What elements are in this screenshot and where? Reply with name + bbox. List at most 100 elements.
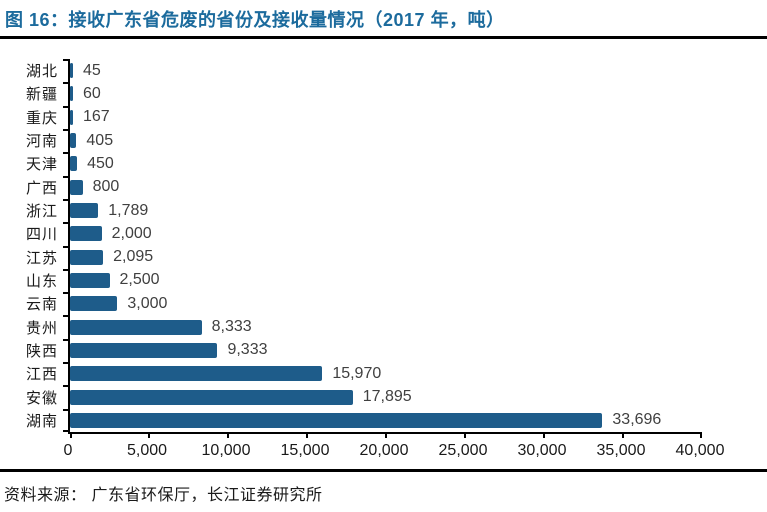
y-axis-tick xyxy=(63,362,68,364)
bar-云南 xyxy=(70,296,118,312)
bar-湖北 xyxy=(70,63,73,79)
bar-value-label: 15,970 xyxy=(332,364,382,382)
y-axis-tick xyxy=(63,339,68,341)
bar-广西 xyxy=(70,179,83,195)
x-axis-tick-label: 5,000 xyxy=(126,442,168,459)
bar-value-label: 9,333 xyxy=(227,341,268,359)
category-label-江苏: 江苏 xyxy=(25,249,58,267)
y-axis-tick xyxy=(63,315,68,317)
bar-row: 167 xyxy=(70,106,110,129)
x-axis-tick-label: 25,000 xyxy=(438,442,488,459)
bar-value-label: 405 xyxy=(86,131,114,149)
bar-四川 xyxy=(70,226,102,242)
y-axis-tick xyxy=(63,292,68,294)
category-label-安徽: 安徽 xyxy=(25,389,58,407)
bar-重庆 xyxy=(70,109,73,125)
y-axis-tick xyxy=(63,385,68,387)
bar-value-label: 60 xyxy=(83,84,101,102)
bar-浙江 xyxy=(70,203,99,219)
figure-title: 图 16：接收广东省危废的省份及接收量情况（2017 年，吨） xyxy=(5,10,505,30)
bar-value-label: 45 xyxy=(83,61,101,79)
bar-陕西 xyxy=(70,342,218,358)
figure-bottom-line xyxy=(0,469,767,472)
x-axis-tick-label: 30,000 xyxy=(517,442,567,459)
x-axis-tick xyxy=(148,432,150,438)
category-label-云南: 云南 xyxy=(25,296,58,314)
title-divider-line xyxy=(0,36,767,39)
bar-河南 xyxy=(70,133,77,149)
y-axis-tick xyxy=(63,59,68,61)
x-axis-tick-label: 0 xyxy=(63,442,73,459)
y-axis-tick xyxy=(63,199,68,201)
y-axis-category-labels: 湖北 新疆 重庆 河南 天津 广西 浙江 四川 江苏 山东 云南 贵州 陕西 江西 安徽 湖南 xyxy=(0,59,62,432)
bar-山东 xyxy=(70,272,110,288)
category-label-重庆: 重庆 xyxy=(25,109,58,127)
bar-row: 450 xyxy=(70,152,114,175)
y-axis-tick xyxy=(63,222,68,224)
bar-安徽 xyxy=(70,389,353,405)
y-axis-tick xyxy=(63,106,68,108)
bar-value-label: 450 xyxy=(87,154,114,172)
y-axis-tick xyxy=(63,152,68,154)
bar-row: 3,000 xyxy=(70,292,167,315)
bar-row: 8,333 xyxy=(70,315,252,338)
category-label-陕西: 陕西 xyxy=(25,342,58,360)
bar-row: 1,789 xyxy=(70,199,148,222)
x-axis-tick-labels: 0 5,000 10,000 15,000 20,000 25,000 30,000 35,0… xyxy=(0,442,767,462)
bar-value-label: 2,095 xyxy=(113,248,154,266)
bar-row: 45 xyxy=(70,59,101,82)
bar-value-label: 800 xyxy=(92,178,120,196)
x-axis-tick xyxy=(464,432,466,438)
bar-row: 405 xyxy=(70,129,113,152)
bar-value-label: 2,500 xyxy=(119,271,160,289)
y-axis-tick xyxy=(63,430,68,432)
bar-row: 800 xyxy=(70,176,119,199)
source-note: 资料来源： 广东省环保厅，长江证券研究所 xyxy=(4,487,323,504)
x-axis-tick-label: 10,000 xyxy=(201,442,251,459)
category-label-湖南: 湖南 xyxy=(25,412,58,430)
bar-value-label: 33,696 xyxy=(612,411,662,429)
y-axis-tick xyxy=(63,409,68,411)
plot-area: 45 60 167 405 450 800 1,789 2,000 2,095 2,500 3,00… xyxy=(63,59,702,438)
bar-江苏 xyxy=(70,249,104,265)
bar-贵州 xyxy=(70,319,202,335)
bar-value-label: 3,000 xyxy=(127,294,168,312)
bar-value-label: 167 xyxy=(83,108,110,126)
bar-row: 33,696 xyxy=(70,409,661,432)
bar-row: 9,333 xyxy=(70,339,268,362)
bar-江西 xyxy=(70,366,323,382)
category-label-四川: 四川 xyxy=(25,226,58,244)
x-axis-tick-label: 15,000 xyxy=(280,442,330,459)
x-axis-tick xyxy=(306,432,308,438)
category-label-山东: 山东 xyxy=(25,272,58,290)
category-label-湖北: 湖北 xyxy=(25,63,58,81)
bar-row: 60 xyxy=(70,82,101,105)
x-axis-tick-label: 40,000 xyxy=(675,442,725,459)
y-axis-tick xyxy=(63,269,68,271)
bar-value-label: 1,789 xyxy=(108,201,149,219)
x-axis-tick xyxy=(700,432,702,438)
bar-湖南 xyxy=(70,412,603,428)
category-label-河南: 河南 xyxy=(25,133,58,151)
bar-row: 2,500 xyxy=(70,269,160,292)
category-label-新疆: 新疆 xyxy=(25,86,58,104)
bar-row: 15,970 xyxy=(70,362,381,385)
x-axis-tick-label: 35,000 xyxy=(596,442,646,459)
x-axis-tick xyxy=(227,432,229,438)
bar-新疆 xyxy=(70,86,73,102)
y-axis-tick xyxy=(63,82,68,84)
bar-row: 2,000 xyxy=(70,222,152,245)
x-axis-tick xyxy=(622,432,624,438)
x-axis-tick xyxy=(70,432,72,438)
y-axis-tick xyxy=(63,176,68,178)
bar-value-label: 8,333 xyxy=(211,318,252,336)
category-label-江西: 江西 xyxy=(25,366,58,384)
category-label-浙江: 浙江 xyxy=(25,203,58,221)
y-axis-tick xyxy=(63,246,68,248)
x-axis-tick xyxy=(385,432,387,438)
bar-row: 2,095 xyxy=(70,246,153,269)
x-axis-tick xyxy=(543,432,545,438)
y-axis-tick xyxy=(63,129,68,131)
category-label-广西: 广西 xyxy=(25,179,58,197)
